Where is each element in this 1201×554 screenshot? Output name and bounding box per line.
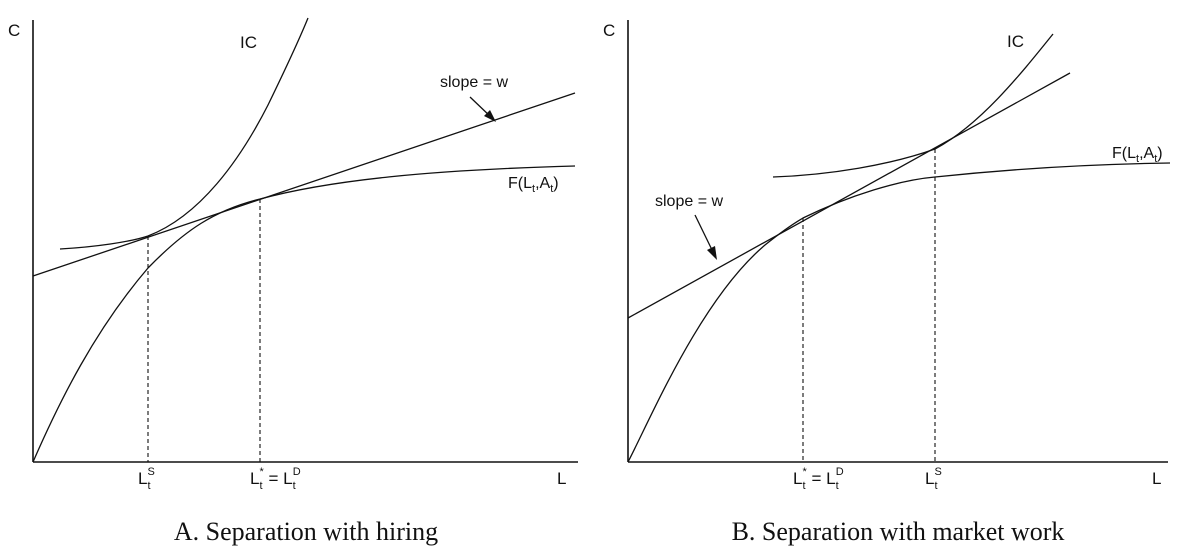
panel-a-wage-line	[32, 92, 576, 277]
panel-b-production-curve	[627, 162, 1171, 463]
panel-a-x-axis-label: L	[557, 469, 566, 488]
panel-a: C L IC slope = w F(Lt,At) LtS Lt* = LtD …	[8, 17, 578, 546]
panel-a-ic-label: IC	[240, 33, 257, 52]
panel-b-x-axis-label: L	[1152, 469, 1161, 488]
panel-a-supply-tick-label: LtS	[138, 466, 155, 492]
panel-a-production-curve	[32, 165, 576, 463]
panel-b-production-label: F(Lt,At)	[1112, 145, 1163, 165]
panel-b: C L IC slope = w F(Lt,At) Lt* = LtD LtS …	[603, 20, 1171, 546]
panel-b-slope-arrowhead	[707, 246, 717, 260]
panel-a-indifference-curve	[59, 17, 309, 250]
panel-b-demand-tick-label: Lt* = LtD	[793, 466, 844, 492]
panel-a-production-label: F(Lt,At)	[508, 175, 559, 195]
panel-b-caption: B. Separation with market work	[732, 517, 1065, 546]
panel-b-ic-label: IC	[1007, 32, 1024, 51]
panel-a-y-axis-label: C	[8, 21, 20, 40]
panel-a-caption: A. Separation with hiring	[174, 517, 438, 546]
panel-b-supply-tick-label: LtS	[925, 466, 942, 492]
panel-a-slope-arrowhead	[484, 110, 496, 122]
panel-b-slope-arrow	[694, 214, 715, 255]
panel-a-slope-label: slope = w	[440, 74, 508, 91]
panel-b-slope-label: slope = w	[655, 193, 723, 210]
panel-b-y-axis-label: C	[603, 21, 615, 40]
panel-a-demand-tick-label: Lt* = LtD	[250, 466, 301, 492]
panel-b-wage-line	[627, 72, 1071, 319]
